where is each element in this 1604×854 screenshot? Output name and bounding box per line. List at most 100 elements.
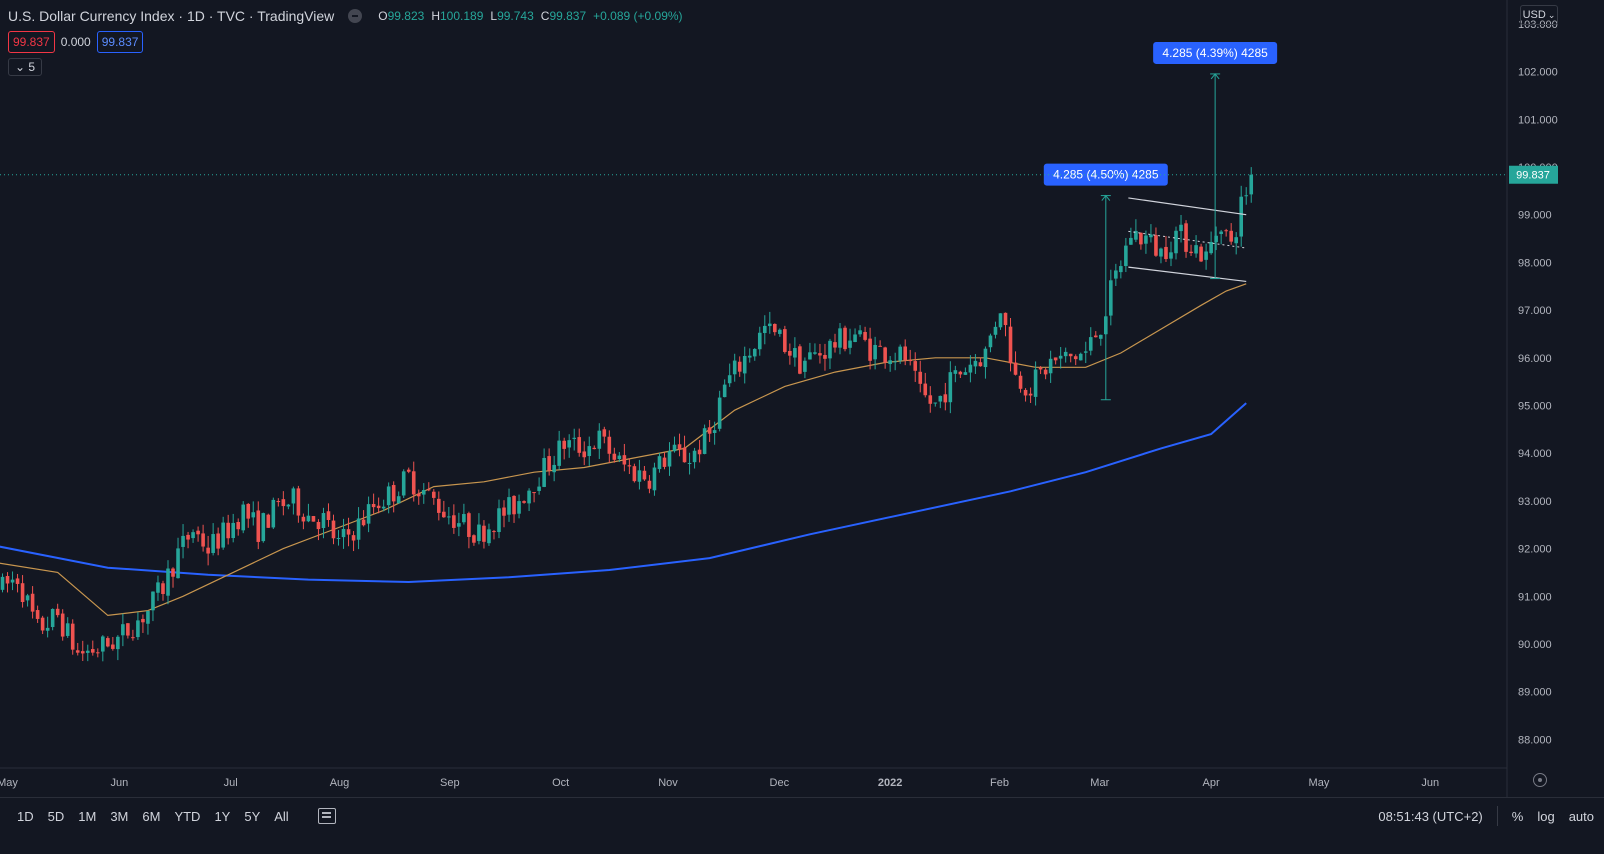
candle-body xyxy=(146,610,150,624)
drawings[interactable]: 4.285 (4.50%) 4285 4.285 (4.39%) 4285 xyxy=(0,41,1507,401)
hide-eye-icon[interactable] xyxy=(348,9,363,23)
price-tick-label: 92.000 xyxy=(1518,544,1552,556)
candle-body xyxy=(998,313,1003,328)
candle-body xyxy=(462,514,466,523)
candle-body xyxy=(747,355,752,358)
candle-body xyxy=(45,627,50,631)
candle-body xyxy=(803,360,807,372)
candle-body xyxy=(567,440,571,448)
candle-body xyxy=(351,535,356,541)
candle-body xyxy=(612,453,617,460)
candle-body xyxy=(732,360,737,375)
candle-body xyxy=(381,506,386,509)
price-axis[interactable]: 88.000 89.000 90.000 91.000 92.000 93.000 94.0… xyxy=(1509,19,1558,747)
candle-body xyxy=(903,346,908,361)
last-price-label: 99.837 xyxy=(1516,170,1550,182)
date-range-icon[interactable] xyxy=(317,808,336,824)
candle-body xyxy=(1038,367,1043,370)
candle-body xyxy=(1159,248,1163,257)
candle-body xyxy=(251,512,256,518)
timeframe-1d-button[interactable]: 1D xyxy=(17,808,34,824)
timeframe-6m-button[interactable]: 6M xyxy=(142,808,161,824)
candle-body xyxy=(592,447,597,450)
candle-body xyxy=(863,331,867,340)
candle-body xyxy=(958,371,963,375)
ohlc-value: 99.837 xyxy=(549,9,587,23)
candle-body xyxy=(206,547,210,554)
candle-body xyxy=(1139,232,1143,245)
auto-toggle[interactable]: auto xyxy=(1568,808,1594,824)
candle-body xyxy=(321,513,326,529)
timeframe-3m-button[interactable]: 3M xyxy=(110,808,129,824)
bottom-right-controls: 08:51:43 (UTC+2) % log auto xyxy=(1378,798,1594,834)
timeframe-5d-button[interactable]: 5D xyxy=(47,808,65,824)
candle-body xyxy=(808,352,812,360)
spread-value: 0.000 xyxy=(60,35,91,49)
candle-body xyxy=(306,515,311,522)
price-tick-label: 90.000 xyxy=(1518,639,1552,651)
candle-body xyxy=(361,519,366,526)
candle-body xyxy=(1088,337,1093,351)
candle-body xyxy=(858,330,862,335)
buy-price-button[interactable]: 99.837 xyxy=(96,31,144,53)
timeframe-5y-button[interactable]: 5Y xyxy=(244,808,261,824)
candle-body xyxy=(1169,252,1173,259)
candle-body xyxy=(181,535,185,547)
candle-body xyxy=(1013,362,1018,375)
candle-body xyxy=(933,402,938,404)
collapse-indicators-button[interactable]: ⌄ 5 xyxy=(8,58,43,76)
candle-body xyxy=(246,503,251,519)
candle-body xyxy=(1078,353,1083,361)
divider xyxy=(1496,806,1498,826)
candle-body xyxy=(582,451,587,458)
price-chart[interactable]: 4.285 (4.50%) 4285 4.285 (4.39%) 4285 88.… xyxy=(0,0,1604,797)
candle-body xyxy=(266,514,271,528)
candle-body xyxy=(416,493,421,497)
candle-body xyxy=(542,457,546,487)
timeframe-1m-button[interactable]: 1M xyxy=(78,808,97,824)
price-tick-label: 98.000 xyxy=(1518,257,1552,269)
candle-body xyxy=(828,340,832,359)
ohlc-values: O99.823 H100.189 L99.743 C99.837 +0.089 (+0.… xyxy=(378,9,682,23)
candle-body xyxy=(657,456,662,470)
candle-body xyxy=(667,451,672,467)
log-toggle[interactable]: log xyxy=(1537,808,1555,824)
ohlc-value: 99.743 xyxy=(497,9,534,23)
symbol-title[interactable]: U.S. Dollar Currency Index · 1D · TVC · … xyxy=(8,8,335,24)
candle-body xyxy=(622,455,627,465)
measure-label: 4.285 (4.50%) 4285 xyxy=(1053,168,1159,182)
time-tick-label: Jun xyxy=(1421,777,1439,789)
candle-body xyxy=(1063,351,1068,357)
candle-body xyxy=(1058,355,1063,359)
sell-price-button[interactable]: 99.837 xyxy=(8,31,55,53)
candle-body xyxy=(1189,251,1193,254)
candle-body xyxy=(778,329,782,334)
timeframe-ytd-button[interactable]: YTD xyxy=(174,808,201,824)
candle-body xyxy=(25,595,30,601)
price-tick-label: 97.000 xyxy=(1518,305,1552,317)
measure-label-box xyxy=(1153,41,1278,64)
candle-body xyxy=(1234,237,1238,244)
candle-body xyxy=(1244,195,1249,197)
candle-body xyxy=(291,488,296,504)
time-axis[interactable]: May Jun Jul Aug Sep Oct Nov Dec 2022 Feb Mar Apr May… xyxy=(0,777,1439,789)
percent-toggle[interactable]: % xyxy=(1511,808,1524,824)
long-moving-average-line xyxy=(0,402,1247,584)
candle-body xyxy=(948,372,953,403)
candle-body xyxy=(607,436,612,454)
candle-body xyxy=(241,504,246,531)
time-tick-label: May xyxy=(1309,777,1330,789)
currency-selector[interactable]: USD ⌄ xyxy=(1520,5,1558,25)
candle-body xyxy=(341,528,346,538)
candle-body xyxy=(1073,356,1078,360)
candle-body xyxy=(727,375,732,384)
clock-time[interactable]: 08:51:43 (UTC+2) xyxy=(1378,808,1483,824)
candle-body xyxy=(1144,235,1148,244)
candle-body xyxy=(642,470,647,480)
time-tick-label: Feb xyxy=(990,777,1009,789)
candle-body xyxy=(472,535,476,543)
timeframe-all-button[interactable]: All xyxy=(274,808,289,824)
candle-body xyxy=(346,529,351,535)
timeframe-1y-button[interactable]: 1Y xyxy=(214,808,231,824)
gear-icon[interactable] xyxy=(1533,773,1547,787)
